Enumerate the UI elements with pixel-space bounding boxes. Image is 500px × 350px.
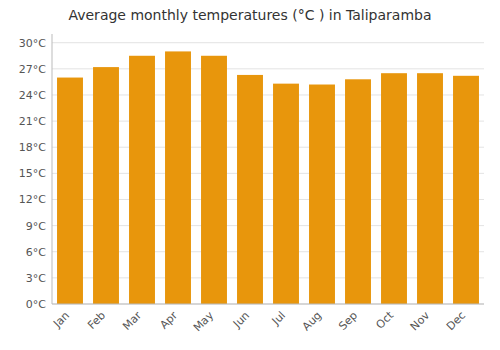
bar xyxy=(57,78,83,304)
bars xyxy=(57,51,479,304)
y-tick-label: 27°C xyxy=(19,63,46,76)
grid-line xyxy=(52,42,484,43)
x-tick-label: Aug xyxy=(300,309,324,333)
chart-title: Average monthly temperatures (°C ) in Ta… xyxy=(68,7,431,23)
x-tick-label: Feb xyxy=(85,309,108,332)
bar xyxy=(309,85,335,304)
y-tick-label: 12°C xyxy=(19,193,46,206)
x-tick-label: Apr xyxy=(157,309,180,332)
bar xyxy=(453,76,479,304)
bar xyxy=(345,79,371,304)
bar xyxy=(93,67,119,304)
x-tick-labels: Jan Feb Mar Apr May Jun Jul Aug Sep Oct Nov Dec xyxy=(50,308,468,334)
bar xyxy=(165,51,191,304)
x-tick-label: Jun xyxy=(230,309,252,331)
x-tick-label: Jul xyxy=(269,309,288,328)
y-tick-label: 3°C xyxy=(26,272,46,285)
bar xyxy=(237,75,263,304)
y-tick-label: 21°C xyxy=(19,115,46,128)
bar xyxy=(381,73,407,304)
y-tick-label: 24°C xyxy=(19,89,46,102)
bar xyxy=(129,56,155,304)
x-axis-line xyxy=(52,304,484,305)
x-tick-label: Jan xyxy=(50,309,72,331)
bar xyxy=(417,73,443,304)
y-tick-label: 15°C xyxy=(19,167,46,180)
y-axis-line xyxy=(52,34,53,304)
bar xyxy=(201,56,227,304)
y-tick-label: 6°C xyxy=(26,246,46,259)
y-grid xyxy=(52,43,484,304)
x-tick-label: May xyxy=(191,309,217,335)
y-tick-label: 30°C xyxy=(19,37,46,50)
bar xyxy=(273,84,299,304)
x-tick-label: Dec xyxy=(444,309,468,333)
x-tick-label: Mar xyxy=(120,309,144,333)
y-tick-label: 0°C xyxy=(26,298,46,311)
y-tick-labels: 0°C 3°C 6°C 9°C 12°C 15°C 18°C 21°C 24°C 27°C 30°C xyxy=(19,37,46,311)
chart-container: Average monthly temperatures (°C ) in Ta… xyxy=(0,0,500,350)
x-tick-label: Nov xyxy=(408,309,433,334)
y-tick-label: 9°C xyxy=(26,220,46,233)
grid-line xyxy=(52,304,484,305)
y-tick-label: 18°C xyxy=(19,141,46,154)
chart-svg: Average monthly temperatures (°C ) in Ta… xyxy=(0,0,500,350)
x-tick-label: Oct xyxy=(373,308,396,331)
x-tick-label: Sep xyxy=(336,309,360,333)
